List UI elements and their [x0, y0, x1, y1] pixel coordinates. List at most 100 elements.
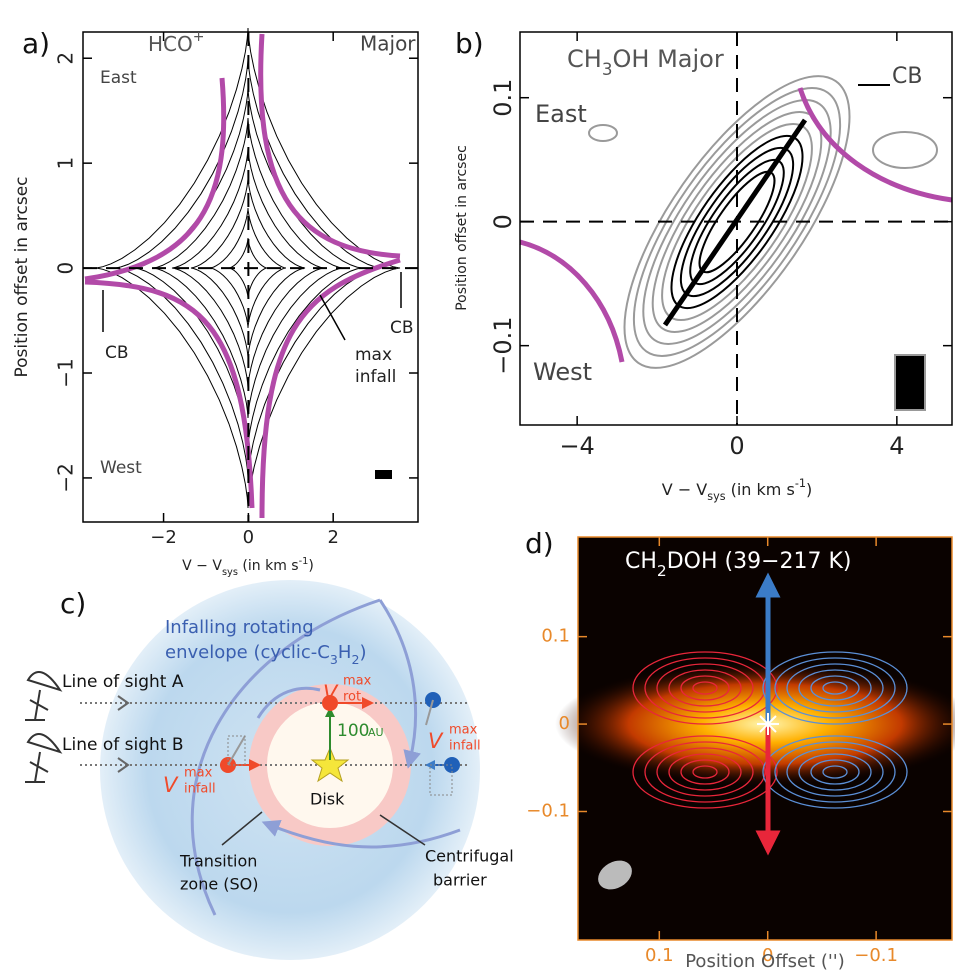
infall-arc	[190, 598, 381, 916]
contour	[692, 681, 718, 695]
annotation: West	[100, 458, 142, 478]
diagram-text: max	[184, 766, 213, 781]
x-tick-label: −4	[559, 432, 594, 460]
contour	[229, 238, 267, 298]
model-curve	[84, 77, 227, 282]
contour	[642, 99, 832, 345]
panel-title: HCO+	[148, 29, 204, 56]
diagram-text-part: H	[338, 642, 352, 663]
x-axis-label-part: -1	[795, 477, 806, 490]
x-tick-label: −0.1	[854, 945, 898, 966]
contour	[190, 178, 306, 358]
x-tick-label: 0.1	[645, 945, 674, 966]
diagram-text: V	[428, 729, 444, 753]
telescope-icons	[25, 671, 63, 783]
panel-title-part: CH	[625, 549, 657, 574]
contour	[171, 147, 325, 389]
x-axis-label: V − Vsys (in km s-1)	[662, 477, 812, 503]
panel-title: CH2DOH (39−217 K)	[625, 549, 852, 580]
diagram-text-part: 2	[351, 652, 359, 667]
panel-title-part: DOH (39−217 K)	[667, 549, 852, 574]
y-tick-label: −0.1	[526, 800, 570, 821]
x-axis-label-part: sys	[222, 567, 238, 578]
contour	[623, 75, 851, 369]
y-tick-label: −1	[53, 358, 77, 387]
leader	[221, 811, 263, 846]
y-axis-label: Position offset in arcsec	[454, 145, 470, 311]
annotation: infall	[355, 367, 396, 387]
annotation: max	[355, 345, 392, 365]
x-axis-label-part: )	[308, 558, 313, 574]
x-axis-label: V − Vsys (in km s-1)	[182, 556, 314, 578]
particle	[322, 695, 338, 711]
contour	[680, 675, 730, 701]
diagram-text: Line of sight A	[62, 672, 184, 692]
model-curve	[259, 257, 401, 519]
panel-title-part: 2	[657, 562, 667, 580]
contour	[210, 208, 286, 328]
diagram-text: Line of sight B	[62, 735, 184, 755]
contour	[786, 663, 884, 713]
contour	[872, 131, 938, 169]
diagram-text: rot	[343, 690, 361, 705]
y-axis-label-part: Position offset in arcsec	[454, 145, 470, 311]
x-axis-label-part: (in km s	[726, 480, 795, 499]
y-tick-label: 0.1	[489, 79, 517, 117]
panel-title-part: 3	[602, 59, 613, 79]
infall-arc	[378, 599, 421, 769]
diagram-text: V	[323, 681, 339, 705]
y-tick-label: 0.1	[541, 626, 570, 647]
y-axis-label-part: Position offset in arcsec	[12, 176, 32, 377]
diagram-text: Infalling rotating	[165, 617, 314, 638]
panel-label: b)	[455, 27, 484, 60]
leader	[102, 272, 402, 341]
x-axis-label: Position Offset ('')	[685, 951, 845, 972]
velocity-arrow	[227, 735, 246, 766]
panel-title-part: HCO	[148, 32, 193, 56]
contour	[668, 753, 742, 791]
diagram-text-part: )	[359, 642, 366, 663]
contour	[632, 87, 842, 357]
x-axis-label-part: V − V	[662, 480, 708, 499]
model-curve	[797, 87, 953, 203]
contour	[810, 675, 860, 701]
x-tick-label: 0	[243, 527, 254, 548]
contour	[762, 735, 908, 809]
panel-title-part: CH	[567, 45, 602, 73]
x-tick-label: 0	[762, 945, 773, 966]
y-tick-label: 0	[54, 262, 78, 275]
contour	[680, 759, 730, 785]
diagram-text: Transition	[179, 852, 257, 871]
annotation: CB	[892, 64, 922, 89]
contour	[774, 657, 896, 719]
contour	[762, 651, 908, 725]
annotation: West	[533, 358, 592, 386]
contour	[588, 124, 618, 142]
diagram-text: envelope (cyclic-C3H2)	[165, 642, 366, 667]
model-curve	[258, 33, 401, 259]
y-tick-label: 0	[559, 713, 570, 734]
contour	[632, 651, 778, 725]
diagram-text: infall	[184, 782, 216, 797]
annotation: CB	[105, 343, 129, 363]
contour	[822, 765, 848, 779]
annotation: CB	[390, 318, 414, 338]
velocity-arrow	[425, 699, 434, 726]
diagram-text: zone (SO)	[180, 875, 259, 894]
x-tick-label: −2	[150, 527, 177, 548]
plot-frame	[577, 536, 953, 941]
diagram-text: Centrifugal	[425, 847, 514, 866]
diagram-text: 100	[337, 721, 369, 741]
diagram-text: infall	[449, 739, 481, 754]
beam	[598, 860, 632, 890]
velocity-box	[429, 764, 453, 796]
y-tick-label: 0	[489, 214, 517, 229]
infall-arc	[261, 819, 461, 849]
contour	[798, 753, 872, 791]
diagram-text-part: 3	[330, 652, 338, 667]
contour	[668, 669, 742, 707]
x-axis-label-part: (in km s	[238, 558, 299, 574]
contour	[632, 735, 778, 809]
annotation: Major	[360, 32, 416, 56]
